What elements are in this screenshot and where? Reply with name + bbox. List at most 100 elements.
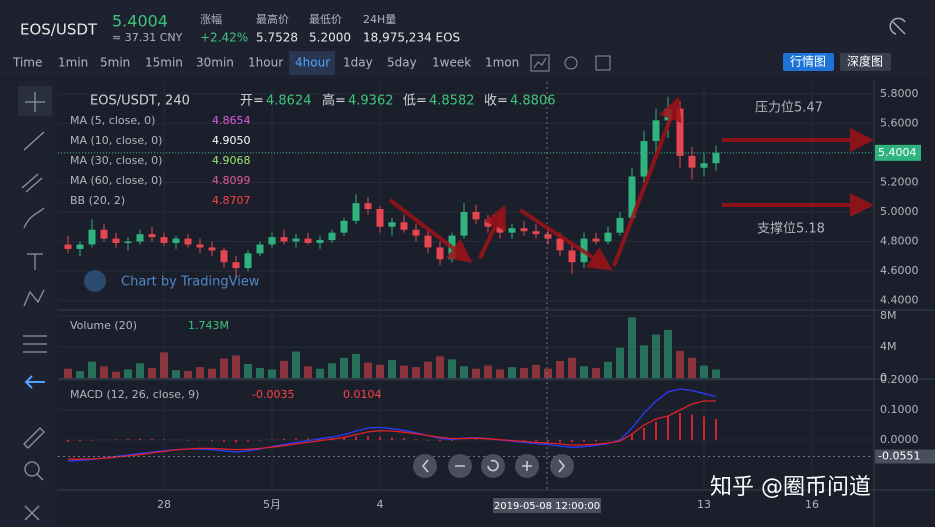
volume-bar — [484, 365, 492, 378]
macd-histogram — [679, 413, 681, 440]
candle-body — [136, 234, 144, 242]
indicator-value: 4.8707 — [212, 194, 251, 207]
volume-value: 1.743M — [188, 319, 229, 332]
macd-histogram — [559, 440, 561, 443]
ohlc-label: 开= — [240, 94, 264, 109]
volume-bar — [640, 345, 648, 378]
volume-bar — [256, 367, 264, 378]
volume-bar — [424, 361, 432, 378]
candle-body — [76, 244, 84, 249]
active-interval — [289, 51, 335, 75]
volume-bar — [388, 360, 396, 378]
macd-histogram — [475, 439, 477, 440]
macd-histogram — [703, 416, 705, 440]
candle-body — [400, 222, 408, 230]
macd-histogram — [535, 440, 537, 442]
candle-body — [292, 238, 300, 242]
candle-body — [376, 209, 384, 227]
stat-value: 5.2000 — [309, 31, 351, 45]
macd-histogram — [211, 440, 213, 442]
ohlc-value: 4.8624 — [266, 94, 312, 109]
y-tick-label: 4.6000 — [880, 264, 919, 277]
volume-bar — [244, 364, 252, 378]
interval[interactable]: 1mon — [485, 56, 519, 70]
candle-body — [208, 247, 216, 251]
volume-bar — [196, 367, 204, 378]
macd-histogram — [175, 439, 177, 441]
interval[interactable]: 30min — [196, 56, 234, 70]
settings-icon[interactable] — [889, 17, 906, 35]
candle-body — [388, 222, 396, 227]
macd-histogram — [223, 440, 225, 442]
macd-histogram — [571, 440, 573, 443]
interval[interactable]: 4hour — [295, 56, 330, 70]
candle-body — [628, 176, 636, 218]
y-tick-label: 5.8000 — [880, 87, 919, 100]
candle-body — [364, 203, 372, 210]
nav-buttons[interactable] — [413, 454, 574, 478]
candle-body — [280, 237, 288, 242]
stat-value: +2.42% — [200, 31, 248, 45]
y-tick-label: 4.4000 — [880, 294, 919, 307]
toolbar-icons[interactable] — [530, 54, 611, 72]
stat-value: 5.7528 — [256, 31, 298, 45]
stat-label: 24H量 — [363, 13, 396, 26]
interval[interactable]: 15min — [145, 56, 183, 70]
candle-body — [328, 232, 336, 241]
stat-label: 涨幅 — [200, 13, 222, 26]
macd-histogram — [235, 440, 237, 443]
macd-histogram — [607, 440, 609, 441]
macd-histogram — [691, 414, 693, 440]
volume-bar — [304, 366, 312, 378]
volume-bar — [676, 350, 684, 378]
volume-bar — [352, 353, 360, 378]
last-price-label: 5.4004 — [878, 146, 917, 159]
candle-body — [556, 238, 564, 251]
price: 5.4004 — [112, 12, 168, 31]
toolbar — [0, 48, 935, 78]
volume-bar — [580, 366, 588, 378]
ohlc-label: 高= — [322, 93, 346, 109]
interval[interactable]: 1hour — [248, 56, 283, 70]
macd-histogram — [655, 422, 657, 440]
volume-bar — [496, 369, 504, 378]
macd-histogram — [595, 440, 597, 442]
volume-bar — [340, 357, 348, 378]
macd-histogram — [355, 436, 357, 440]
interval[interactable]: 1min — [58, 56, 88, 70]
x-tick-label: 16 — [805, 498, 819, 511]
volume-bar — [280, 360, 288, 378]
view-label: 深度图 — [847, 54, 883, 69]
macd-histogram — [667, 416, 669, 440]
interval[interactable]: 5min — [100, 56, 130, 70]
candle-body — [640, 141, 648, 177]
macd-histogram — [91, 440, 93, 441]
candle-body — [244, 253, 252, 269]
interval[interactable]: 1week — [432, 56, 471, 70]
view-button[interactable] — [783, 53, 834, 71]
macd-histogram — [379, 436, 381, 440]
candle-body — [88, 229, 96, 245]
volume-bar — [292, 351, 300, 378]
interval[interactable]: 1day — [343, 56, 373, 70]
macd-histogram — [115, 439, 117, 440]
watermark: Chart by TradingView — [121, 275, 260, 290]
candle-body — [352, 203, 360, 221]
macd-histogram — [127, 439, 129, 440]
y-tick-label: 0.2000 — [880, 373, 919, 386]
candle-body — [268, 237, 276, 245]
volume-bar — [604, 361, 612, 378]
macd-histogram — [67, 440, 69, 442]
annotation: 压力位5.47 — [755, 101, 823, 116]
view-button[interactable] — [840, 53, 891, 71]
interval[interactable]: 5day — [387, 56, 417, 70]
crosshair-y-label: -0.0551 — [878, 450, 920, 463]
volume-bar — [400, 365, 408, 378]
interval[interactable]: Time — [12, 56, 42, 70]
candle-body — [712, 152, 720, 164]
volume-bar — [328, 363, 336, 378]
stat-label: 最高价 — [256, 12, 289, 26]
macd-histogram — [547, 440, 549, 442]
candle-body — [652, 120, 660, 142]
